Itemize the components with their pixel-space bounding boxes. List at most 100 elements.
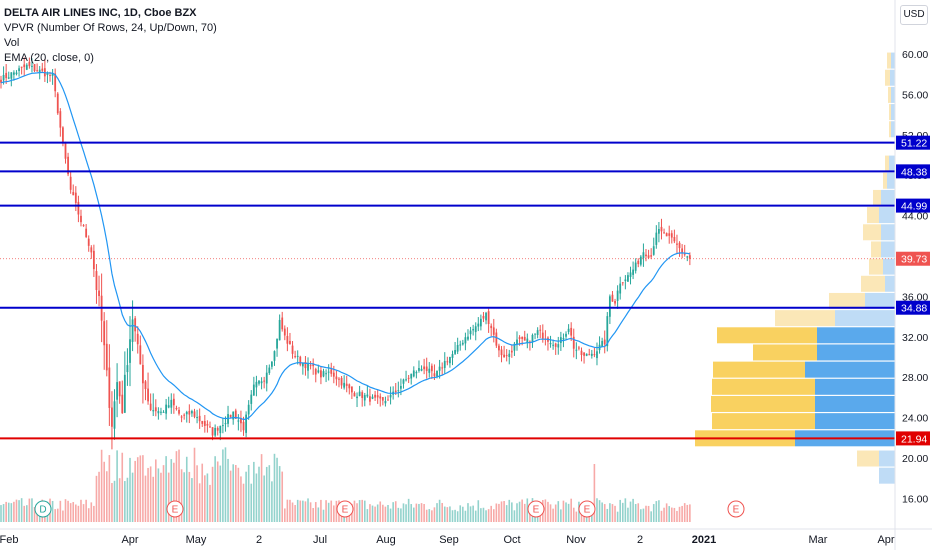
- candle-body: [209, 426, 211, 428]
- volume-bar: [265, 466, 268, 522]
- volume-bar: [93, 505, 95, 522]
- candle-body: [557, 344, 560, 348]
- candle-body: [461, 342, 464, 345]
- time-axis[interactable]: Feb Apr May 2 Jul Aug Sep Oct Nov 2 2021 Mar Apr: [0, 528, 932, 546]
- volume-profile-down-bar: [712, 378, 815, 395]
- candle-body: [317, 370, 320, 373]
- ema-indicator-label[interactable]: EMA (20, close, 0): [4, 52, 94, 64]
- volume-bar: [477, 500, 480, 522]
- volume-profile-down-bar: [883, 172, 887, 189]
- candle-body: [567, 328, 570, 332]
- volume-bar: [271, 481, 273, 522]
- volume-bar: [384, 506, 387, 522]
- volume-bar: [462, 506, 464, 522]
- volume-profile-down-bar: [885, 155, 889, 172]
- candle-body: [562, 337, 565, 340]
- candle-body: [149, 403, 152, 410]
- volume-profile-up-bar: [879, 467, 895, 484]
- volume-bar: [353, 500, 356, 522]
- volume-profile-up-bar: [805, 361, 895, 378]
- volume-bar: [175, 451, 178, 522]
- candle-body: [10, 72, 13, 79]
- candle-body: [681, 248, 684, 253]
- volume-bar: [459, 505, 462, 522]
- volume-bar: [18, 500, 20, 522]
- candle-body: [178, 409, 180, 414]
- candle-body: [384, 400, 387, 404]
- candle-body: [415, 372, 418, 374]
- horizontal-levels[interactable]: [0, 141, 895, 440]
- volume-bar: [449, 506, 451, 522]
- volume-bar: [211, 466, 214, 522]
- candle-body: [51, 73, 54, 76]
- volume-bar: [325, 500, 327, 522]
- candle-body: [224, 423, 227, 425]
- volume-bar: [247, 465, 250, 522]
- volume-bar: [601, 502, 603, 522]
- candle-body: [188, 410, 191, 415]
- candle-body: [405, 379, 407, 381]
- volume-profile-down-bar: [829, 292, 865, 309]
- volume-bar: [273, 453, 276, 522]
- volume-profile-up-bar: [883, 258, 895, 275]
- event-marker-circle: [34, 500, 52, 518]
- candle-body: [216, 427, 219, 431]
- candle-body: [15, 72, 18, 75]
- volume-bar: [116, 450, 118, 522]
- volume-bar: [204, 475, 206, 522]
- time-tick-label: Nov: [566, 534, 586, 546]
- candle-body: [36, 70, 39, 72]
- volume-indicator-label[interactable]: Vol: [4, 37, 20, 49]
- candle-body: [539, 329, 542, 331]
- volume-bar: [222, 449, 224, 522]
- candle-body: [526, 338, 529, 343]
- time-tick-label: Sep: [439, 534, 459, 546]
- currency-button[interactable]: USD: [900, 5, 928, 25]
- event-marker-label: E: [733, 505, 740, 516]
- candle-body: [436, 370, 438, 377]
- candle-body: [387, 399, 389, 401]
- candle-body: [237, 420, 240, 422]
- volume-bar: [216, 461, 219, 522]
- volume-bar: [495, 503, 498, 522]
- volume-bar: [291, 502, 294, 522]
- candle-body: [670, 233, 673, 238]
- volume-bar: [487, 509, 490, 522]
- candle-body: [578, 347, 580, 349]
- volume-profile-down-bar: [871, 241, 881, 258]
- candle-body: [485, 312, 487, 321]
- volume-bar: [420, 503, 423, 522]
- symbol-title[interactable]: DELTA AIR LINES INC, 1D, Cboe BZX: [4, 7, 197, 19]
- candle-body: [196, 416, 198, 418]
- volume-bar: [575, 511, 578, 522]
- candle-body: [510, 350, 513, 353]
- volume-bar: [330, 500, 333, 522]
- volume-bar: [596, 498, 598, 522]
- candle-body: [371, 396, 374, 399]
- candle-body: [668, 233, 671, 236]
- candle-body: [423, 366, 426, 370]
- volume-bar: [162, 465, 165, 522]
- price-label-box: [896, 431, 930, 446]
- volume-bar: [142, 455, 144, 522]
- volume-profile-down-bar: [885, 69, 890, 86]
- volume-bar: [629, 501, 632, 522]
- volume-bar: [508, 499, 511, 522]
- volume-bar: [5, 501, 7, 522]
- volume-profile-down-bar: [857, 450, 879, 467]
- volume-bar: [139, 455, 142, 522]
- volume-bar: [136, 457, 139, 522]
- volume-bar: [178, 449, 180, 522]
- time-tick-label: Jul: [313, 534, 327, 546]
- candle-body: [676, 243, 678, 245]
- volume-bar: [513, 510, 516, 522]
- candle-body: [314, 368, 317, 375]
- candle-body: [487, 311, 490, 324]
- vpvr-indicator-label[interactable]: VPVR (Number Of Rows, 24, Up/Down, 70): [4, 22, 217, 34]
- candle-body: [552, 344, 555, 346]
- candle-body: [498, 345, 500, 351]
- price-tick-label: 32.00: [902, 332, 928, 344]
- candle-body: [338, 378, 340, 380]
